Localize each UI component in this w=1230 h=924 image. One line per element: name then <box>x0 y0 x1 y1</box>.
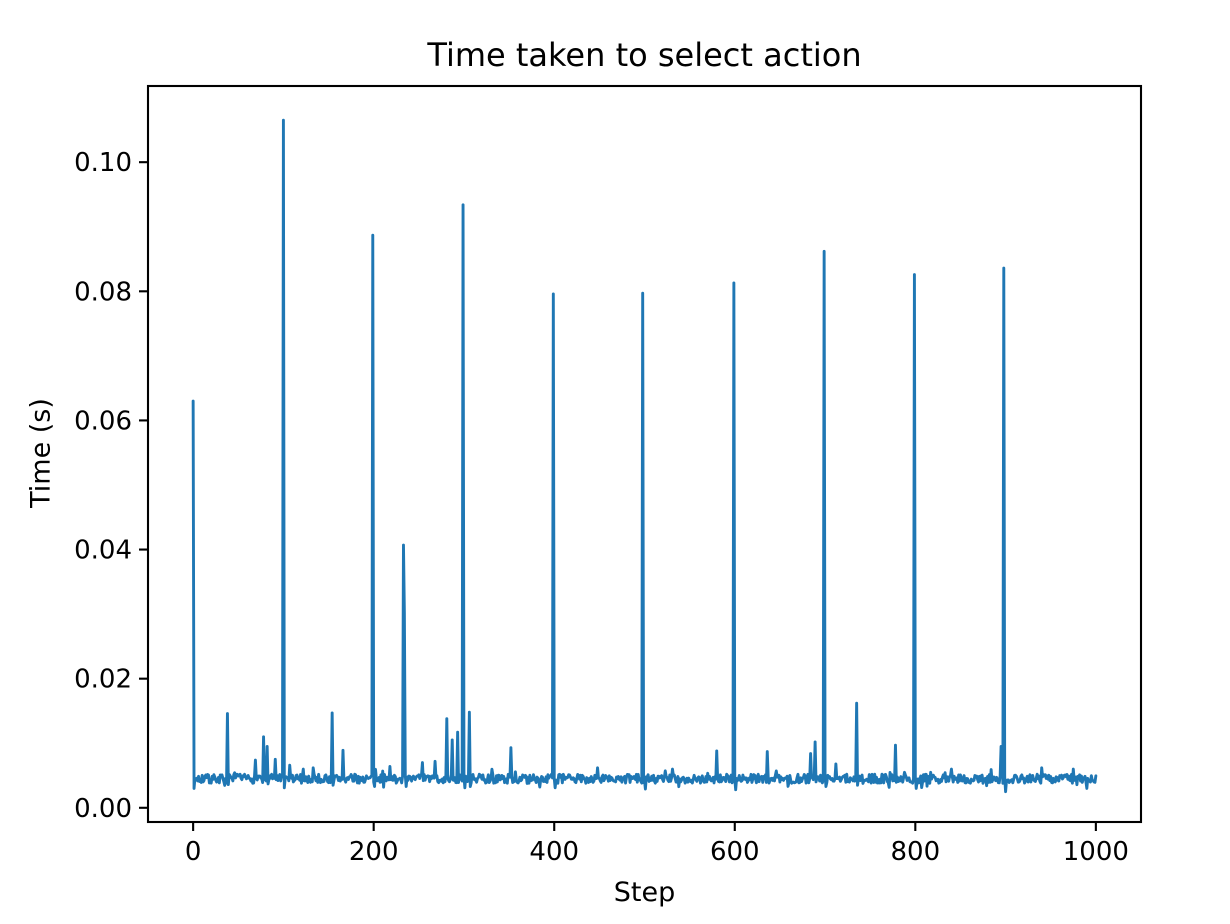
x-axis-label: Step <box>613 877 676 908</box>
plot-border <box>146 84 1143 824</box>
y-tick-label: 0.08 <box>74 277 132 307</box>
y-tick-label: 0.04 <box>74 536 132 566</box>
x-tick-label: 200 <box>349 837 399 867</box>
x-tick-label: 0 <box>185 837 202 867</box>
x-axis-ticks: 0 200 400 600 800 1000 <box>185 822 1129 867</box>
y-tick-label: 0.00 <box>74 794 132 824</box>
chart-title: Time taken to select action <box>427 36 862 74</box>
x-tick-label: 400 <box>529 837 579 867</box>
x-tick-label: 600 <box>710 837 760 867</box>
x-tick-label: 800 <box>890 837 940 867</box>
y-axis-ticks: 0.00 0.02 0.04 0.06 0.08 0.10 <box>74 148 148 824</box>
x-tick-label: 1000 <box>1063 837 1129 867</box>
time-series-line <box>191 118 1098 794</box>
y-tick-label: 0.02 <box>74 665 132 695</box>
y-tick-label: 0.06 <box>74 406 132 436</box>
y-tick-label: 0.10 <box>74 148 132 178</box>
